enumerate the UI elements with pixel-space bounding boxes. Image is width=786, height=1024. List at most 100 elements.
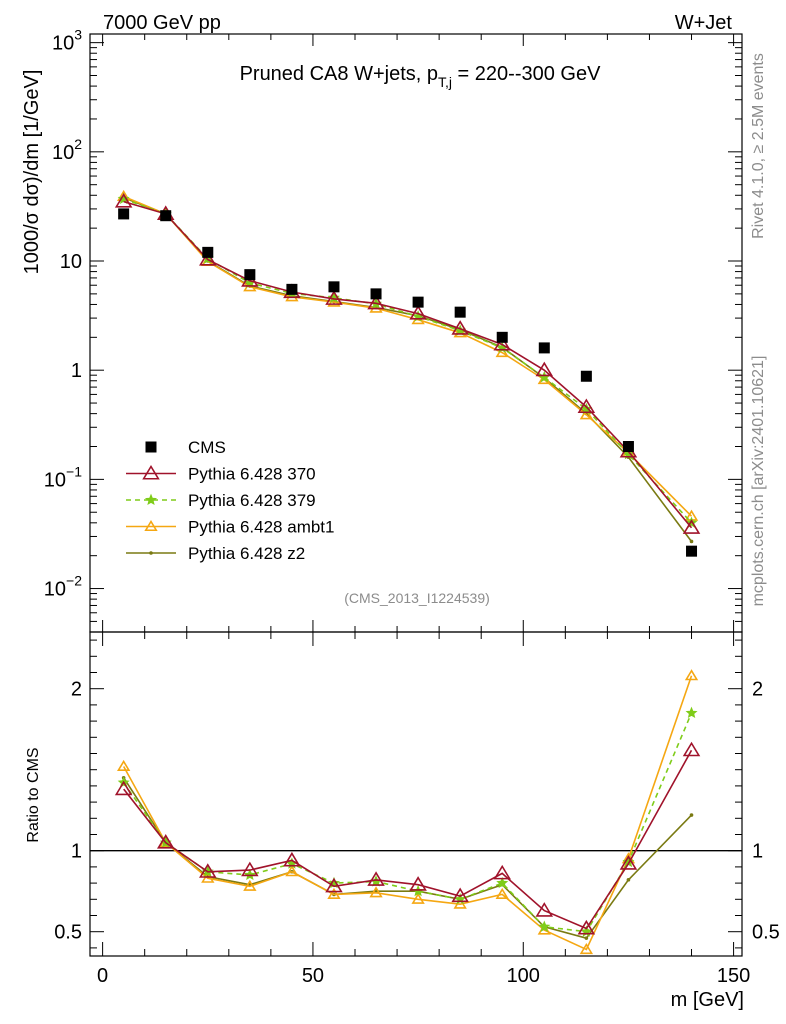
series-line-ambt1 <box>123 195 693 517</box>
data-point-cms <box>202 246 214 258</box>
ratio-point-ambt1 <box>579 942 594 955</box>
data-point-cms <box>580 370 592 382</box>
ratio-point-ambt1 <box>684 669 699 681</box>
ratio-point-379 <box>243 868 256 881</box>
data-point-cms <box>286 283 298 295</box>
legend-marker-CMS <box>145 441 157 453</box>
ratio-line-370 <box>123 749 693 930</box>
data-point-370 <box>114 193 133 208</box>
x-axis-label: m [GeV] <box>671 989 744 1011</box>
legend-label: Pythia 6.428 z2 <box>188 544 305 563</box>
ratio-y-axis-label: Ratio to CMS <box>25 747 42 842</box>
data-point-370 <box>682 519 701 534</box>
ratio-y-tick-label-right: 0.5 <box>752 922 780 944</box>
main-y-ticks: 10−2 10−1 1 10 102 103 <box>44 27 742 633</box>
legend-marker-379 <box>144 493 158 506</box>
ratio-point-ambt1 <box>285 865 299 877</box>
data-point-370 <box>493 335 511 351</box>
ratio-frame <box>89 631 743 957</box>
ratio-point-370 <box>451 887 469 903</box>
y-tick-label: 1 <box>71 360 82 382</box>
legend-marker-370 <box>142 464 160 480</box>
ratio-point-379 <box>538 920 551 932</box>
x-tick-label: 150 <box>717 965 750 987</box>
ratio-line-379 <box>123 712 693 933</box>
data-point-z2 <box>689 539 694 544</box>
main-x-ticks <box>102 34 735 632</box>
ratio-point-370 <box>493 864 511 880</box>
ratio-point-370 <box>619 855 638 870</box>
ratio-point-370 <box>535 902 554 917</box>
ratio-point-ambt1 <box>327 887 341 899</box>
ratio-x-ticks: 0 50 100 150 <box>97 632 750 987</box>
data-point-370 <box>409 305 427 320</box>
data-point-cms <box>686 545 698 557</box>
x-tick-label: 50 <box>302 965 324 987</box>
legend-label: Pythia 6.428 370 <box>188 465 316 484</box>
data-point-370 <box>367 294 385 310</box>
data-point-ambt1 <box>579 408 594 420</box>
main-frame <box>89 33 743 633</box>
ratio-series-group <box>114 669 701 955</box>
data-point-cms <box>496 331 508 343</box>
main-series-group <box>114 189 701 557</box>
ratio-point-370 <box>199 863 217 878</box>
main-panel: Pruned CA8 W+jets, pT,j = 220--300 GeV 1… <box>21 27 743 633</box>
ratio-point-ambt1 <box>116 759 131 772</box>
ratio-point-370 <box>682 741 701 757</box>
ratio-point-370 <box>283 851 301 867</box>
energy-label: 7000 GeV pp <box>103 12 221 34</box>
data-point-cms <box>328 281 340 293</box>
ratio-point-370 <box>156 834 175 849</box>
data-point-cms <box>538 342 550 354</box>
ratio-point-z2 <box>626 878 631 882</box>
x-tick-label: 0 <box>97 965 108 987</box>
legend-label: CMS <box>188 438 226 457</box>
ratio-y-tick-label: 1 <box>71 841 82 863</box>
ratio-point-379 <box>685 706 698 719</box>
ratio-point-370 <box>241 861 259 877</box>
ratio-y-tick-label: 0.5 <box>54 922 82 944</box>
y-tick-label: 102 <box>52 136 82 164</box>
y-tick-label: 10 <box>60 251 82 273</box>
y-tick-label: 103 <box>52 27 82 55</box>
ratio-point-z2 <box>689 813 694 817</box>
data-point-cms <box>622 441 634 453</box>
legend-marker-ambt1 <box>144 519 158 532</box>
main-y-axis-label: 1000/σ dσ)/dm [1/GeV] <box>21 70 43 275</box>
ratio-line-ambt1 <box>122 675 693 951</box>
data-point-370 <box>451 320 469 335</box>
analysis-watermark: (CMS_2013_I1224539) <box>344 590 490 606</box>
data-point-370 <box>325 290 343 305</box>
ratio-y-tick-label-right: 2 <box>752 679 763 701</box>
ratio-point-ambt1 <box>495 887 509 899</box>
ratio-point-370 <box>114 780 133 796</box>
x-tick-label: 100 <box>507 965 540 987</box>
ratio-point-ambt1 <box>411 892 425 904</box>
data-point-370 <box>577 398 596 414</box>
data-point-379 <box>117 192 130 205</box>
ratio-point-ambt1 <box>243 879 257 891</box>
ratio-point-370 <box>325 877 343 893</box>
legend: CMS Pythia 6.428 370 Pythia 6.428 379 Pythi… <box>126 438 334 563</box>
ratio-point-370 <box>409 876 427 891</box>
plot-title: Pruned CA8 W+jets, pT,j = 220--300 GeV <box>240 63 602 90</box>
data-point-cms <box>370 288 382 300</box>
legend-label: Pythia 6.428 ambt1 <box>188 518 334 537</box>
ratio-y-tick-label-right: 1 <box>752 841 763 863</box>
data-point-cms <box>454 306 466 318</box>
process-label: W+Jet <box>675 12 733 34</box>
ratio-point-370 <box>577 919 596 935</box>
y-tick-label: 10−1 <box>44 463 82 491</box>
y-tick-label: 10−2 <box>44 573 82 601</box>
data-point-cms <box>244 269 256 281</box>
ratio-panel: Ratio to CMS m [GeV] 0.5 0.5 1 1 2 2 0 50 100 15… <box>25 631 780 1011</box>
data-point-cms <box>160 210 172 222</box>
data-point-370 <box>535 361 554 377</box>
rivet-note: Rivet 4.1.0, ≥ 2.5M events <box>750 53 767 239</box>
ratio-point-379 <box>496 876 509 889</box>
ratio-point-370 <box>367 871 385 886</box>
ratio-line-z2 <box>123 777 693 940</box>
legend-marker-z2 <box>149 551 153 555</box>
